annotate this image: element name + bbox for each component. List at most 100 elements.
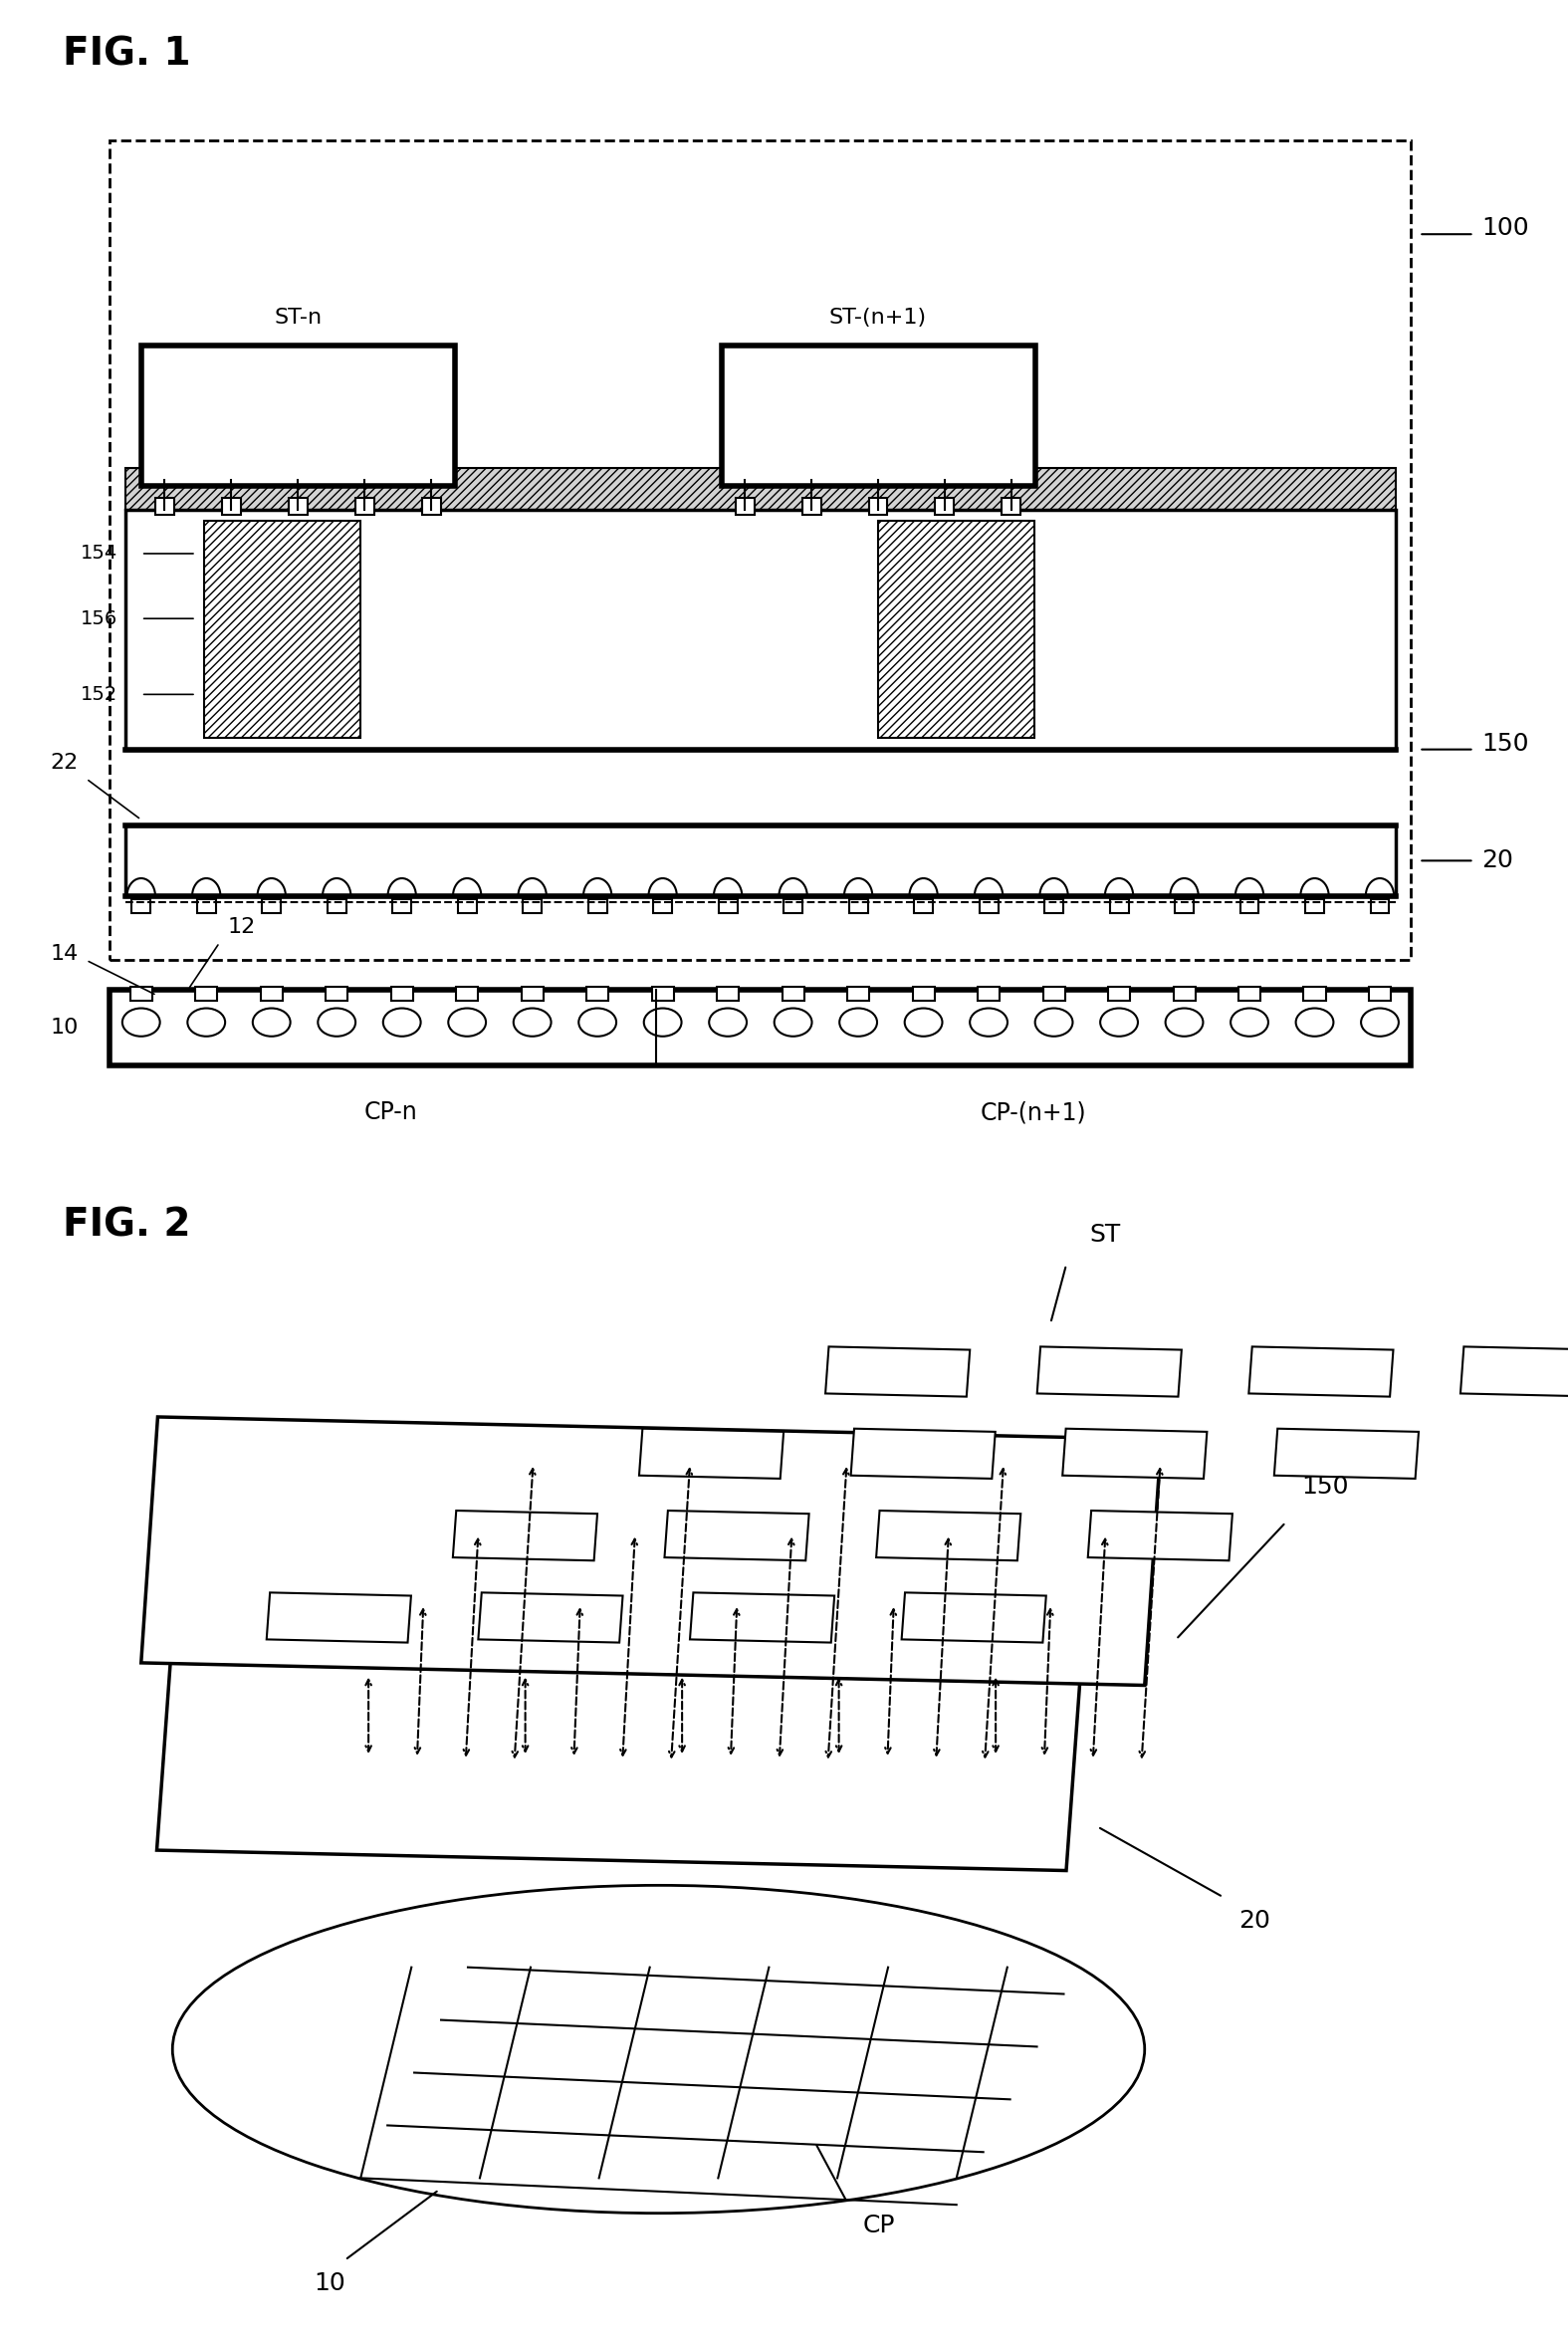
Circle shape xyxy=(1101,1007,1138,1038)
Circle shape xyxy=(579,1007,616,1038)
Circle shape xyxy=(709,1007,746,1038)
Polygon shape xyxy=(1460,1347,1568,1396)
Polygon shape xyxy=(1036,1347,1182,1396)
Bar xyxy=(223,499,241,515)
Circle shape xyxy=(905,1007,942,1038)
Circle shape xyxy=(318,1007,356,1038)
Bar xyxy=(1305,899,1323,913)
Circle shape xyxy=(383,1007,420,1038)
Polygon shape xyxy=(1248,1347,1394,1396)
Bar xyxy=(326,988,348,1002)
Circle shape xyxy=(775,1007,812,1038)
Text: FIG. 2: FIG. 2 xyxy=(63,1206,191,1244)
Circle shape xyxy=(448,1007,486,1038)
Text: 10: 10 xyxy=(314,2272,345,2295)
Polygon shape xyxy=(825,1347,971,1396)
Bar xyxy=(204,522,361,738)
Circle shape xyxy=(188,1007,226,1038)
Bar xyxy=(913,988,935,1002)
Bar xyxy=(125,511,1396,749)
Bar xyxy=(1002,499,1021,515)
Bar xyxy=(914,899,933,913)
Text: 154: 154 xyxy=(80,543,118,562)
Bar xyxy=(782,988,804,1002)
Bar xyxy=(125,468,1396,511)
Bar xyxy=(784,899,803,913)
Polygon shape xyxy=(1063,1429,1207,1478)
Text: 10: 10 xyxy=(50,1016,78,1038)
Circle shape xyxy=(513,1007,550,1038)
Circle shape xyxy=(1361,1007,1399,1038)
Polygon shape xyxy=(478,1593,622,1642)
Bar xyxy=(1043,988,1065,1002)
Circle shape xyxy=(252,1007,290,1038)
Circle shape xyxy=(644,1007,682,1038)
Polygon shape xyxy=(141,1417,1162,1686)
Circle shape xyxy=(1035,1007,1073,1038)
Text: 152: 152 xyxy=(80,684,118,705)
Bar xyxy=(717,988,739,1002)
Polygon shape xyxy=(665,1511,809,1560)
Bar xyxy=(848,899,867,913)
Text: 12: 12 xyxy=(227,916,256,937)
Bar xyxy=(847,988,869,1002)
Polygon shape xyxy=(877,1511,1021,1560)
Polygon shape xyxy=(267,1593,411,1642)
Bar xyxy=(869,499,887,515)
Bar xyxy=(125,827,1396,897)
Ellipse shape xyxy=(172,1885,1145,2213)
Circle shape xyxy=(122,1007,160,1038)
Bar xyxy=(521,988,543,1002)
Polygon shape xyxy=(1275,1429,1419,1478)
Text: FIG. 1: FIG. 1 xyxy=(63,35,191,73)
Polygon shape xyxy=(690,1593,834,1642)
Circle shape xyxy=(1231,1007,1269,1038)
Circle shape xyxy=(839,1007,877,1038)
Bar xyxy=(110,988,1411,1066)
Bar xyxy=(196,988,218,1002)
Bar xyxy=(392,899,411,913)
Text: 20: 20 xyxy=(1482,848,1513,874)
Bar xyxy=(262,899,281,913)
Bar xyxy=(289,499,307,515)
Bar xyxy=(390,988,412,1002)
Text: 22: 22 xyxy=(50,752,78,773)
Circle shape xyxy=(1295,1007,1333,1038)
Bar xyxy=(803,499,822,515)
Bar xyxy=(1173,988,1195,1002)
Text: ST-n: ST-n xyxy=(274,307,321,328)
Bar xyxy=(735,499,754,515)
Bar xyxy=(980,899,999,913)
Bar xyxy=(141,347,455,487)
Bar xyxy=(1239,988,1261,1002)
Bar xyxy=(458,899,477,913)
Polygon shape xyxy=(851,1429,996,1478)
Bar xyxy=(422,499,441,515)
Text: 20: 20 xyxy=(1239,1909,1270,1932)
Text: 14: 14 xyxy=(50,944,78,965)
Bar xyxy=(155,499,174,515)
Bar xyxy=(1240,899,1259,913)
Polygon shape xyxy=(1088,1511,1232,1560)
Text: ST-(n+1): ST-(n+1) xyxy=(829,307,927,328)
Polygon shape xyxy=(902,1593,1046,1642)
Bar xyxy=(1110,899,1129,913)
Text: 156: 156 xyxy=(80,609,118,628)
Bar xyxy=(1174,899,1193,913)
Bar xyxy=(1109,988,1131,1002)
Text: 100: 100 xyxy=(1482,215,1529,241)
Bar xyxy=(198,899,216,913)
Bar xyxy=(586,988,608,1002)
Text: 150: 150 xyxy=(1301,1475,1348,1499)
Bar xyxy=(522,899,541,913)
Text: CP-n: CP-n xyxy=(364,1101,417,1124)
Bar xyxy=(721,347,1035,487)
Polygon shape xyxy=(640,1429,784,1478)
Bar xyxy=(588,899,607,913)
Bar xyxy=(130,988,152,1002)
Text: 150: 150 xyxy=(1482,731,1529,756)
Bar xyxy=(456,988,478,1002)
Bar xyxy=(1303,988,1325,1002)
Bar xyxy=(652,988,674,1002)
Bar xyxy=(1369,988,1391,1002)
